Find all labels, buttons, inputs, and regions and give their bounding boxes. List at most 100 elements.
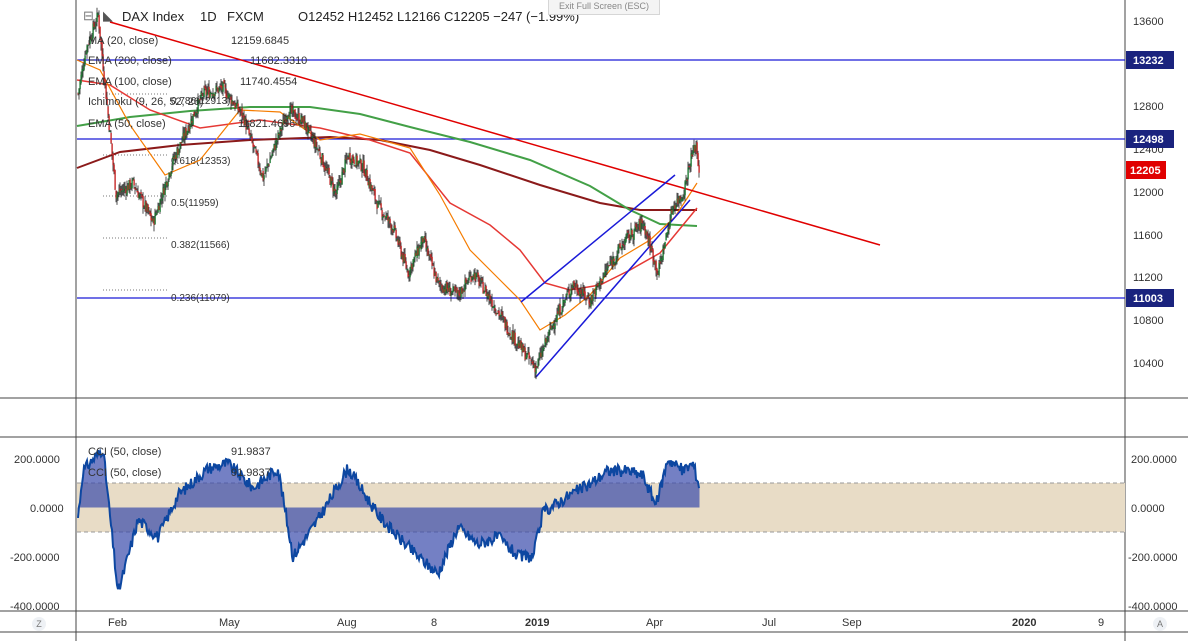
candle-body[interactable] — [687, 167, 689, 180]
candle-body[interactable] — [173, 157, 175, 159]
candle-body[interactable] — [429, 255, 431, 257]
candle-body[interactable] — [598, 283, 600, 287]
candle-body[interactable] — [334, 188, 336, 191]
candle-body[interactable] — [515, 344, 517, 346]
candle-body[interactable] — [549, 327, 551, 330]
candle-body[interactable] — [679, 196, 681, 200]
candle-body[interactable] — [531, 362, 533, 364]
candle-body[interactable] — [603, 273, 605, 275]
candle-body[interactable] — [314, 138, 316, 148]
candle-body[interactable] — [275, 139, 277, 150]
candle-body[interactable] — [599, 278, 601, 286]
candle-body[interactable] — [652, 249, 654, 262]
candle-body[interactable] — [649, 235, 651, 252]
candle-body[interactable] — [361, 169, 363, 172]
candle-body[interactable] — [522, 344, 524, 353]
candle-body[interactable] — [77, 93, 79, 95]
candle-body[interactable] — [425, 239, 427, 249]
candle-body[interactable] — [326, 168, 328, 171]
candle-body[interactable] — [392, 229, 394, 233]
candle-body[interactable] — [340, 180, 342, 184]
candle-body[interactable] — [174, 154, 176, 160]
candle-body[interactable] — [112, 153, 114, 166]
candle-body[interactable] — [664, 241, 666, 249]
candle-body[interactable] — [171, 166, 173, 171]
candle-body[interactable] — [240, 109, 242, 111]
candle-body[interactable] — [678, 196, 680, 204]
candle-body[interactable] — [358, 160, 360, 164]
candle-body[interactable] — [237, 103, 239, 110]
candle-body[interactable] — [170, 171, 172, 176]
candle-body[interactable] — [360, 159, 362, 171]
candle-body[interactable] — [312, 137, 314, 139]
candle-body[interactable] — [504, 316, 506, 329]
candle-body[interactable] — [411, 264, 413, 270]
candle-body[interactable] — [310, 130, 312, 137]
candle-body[interactable] — [308, 125, 310, 127]
candle-body[interactable] — [585, 298, 587, 300]
candle-body[interactable] — [286, 116, 288, 120]
candle-body[interactable] — [461, 287, 463, 294]
candle-body[interactable] — [532, 360, 534, 366]
candle-body[interactable] — [134, 187, 136, 190]
channel-upper-line[interactable] — [520, 174, 676, 303]
candle-body[interactable] — [379, 203, 381, 205]
candle-body[interactable] — [685, 179, 687, 183]
candle-body[interactable] — [694, 145, 696, 152]
zoom-left-button[interactable]: Z — [32, 617, 46, 631]
candle-body[interactable] — [373, 189, 375, 192]
candle-body[interactable] — [691, 154, 693, 157]
candle-body[interactable] — [600, 279, 602, 285]
candle-body[interactable] — [672, 206, 674, 215]
candle-body[interactable] — [346, 157, 348, 159]
candle-body[interactable] — [236, 101, 238, 107]
candle-body[interactable] — [215, 85, 217, 91]
candle-body[interactable] — [650, 246, 652, 250]
candle-body[interactable] — [506, 321, 508, 334]
candle-body[interactable] — [88, 43, 90, 45]
candle-body[interactable] — [132, 178, 134, 180]
candle-body[interactable] — [114, 170, 116, 190]
candle-body[interactable] — [661, 259, 663, 261]
candle-body[interactable] — [381, 210, 383, 217]
candle-body[interactable] — [300, 115, 302, 124]
candle-body[interactable] — [332, 182, 334, 192]
candle-body[interactable] — [184, 129, 186, 139]
candle-body[interactable] — [492, 306, 494, 308]
candle-body[interactable] — [660, 257, 662, 262]
candle-body[interactable] — [273, 143, 275, 149]
candle-body[interactable] — [193, 111, 195, 117]
candle-body[interactable] — [436, 277, 438, 281]
candle-body[interactable] — [558, 306, 560, 315]
candle-body[interactable] — [345, 158, 347, 160]
candle-body[interactable] — [478, 276, 480, 286]
candle-body[interactable] — [465, 278, 467, 284]
candle-body[interactable] — [395, 229, 397, 238]
candle-body[interactable] — [619, 243, 621, 249]
candle-body[interactable] — [417, 247, 419, 255]
candle-body[interactable] — [369, 179, 371, 189]
candle-body[interactable] — [688, 166, 690, 168]
candle-body[interactable] — [94, 26, 96, 29]
candle-body[interactable] — [408, 275, 410, 277]
candle-body[interactable] — [681, 197, 683, 202]
candle-body[interactable] — [670, 209, 672, 219]
candle-body[interactable] — [335, 192, 337, 195]
candle-body[interactable] — [632, 236, 634, 239]
candle-body[interactable] — [537, 359, 539, 367]
candle-body[interactable] — [544, 338, 546, 347]
candle-body[interactable] — [648, 237, 650, 244]
candle-body[interactable] — [141, 194, 143, 198]
candle-body[interactable] — [322, 155, 324, 167]
candle-body[interactable] — [362, 160, 364, 169]
candle-body[interactable] — [668, 228, 670, 230]
candle-body[interactable] — [655, 260, 657, 271]
candle-body[interactable] — [444, 289, 446, 292]
candle-body[interactable] — [149, 211, 151, 216]
candle-body[interactable] — [153, 218, 155, 225]
candle-body[interactable] — [577, 289, 579, 294]
candle-body[interactable] — [84, 55, 86, 65]
candle-body[interactable] — [573, 280, 575, 287]
candle-body[interactable] — [217, 88, 219, 93]
candle-body[interactable] — [285, 118, 287, 122]
